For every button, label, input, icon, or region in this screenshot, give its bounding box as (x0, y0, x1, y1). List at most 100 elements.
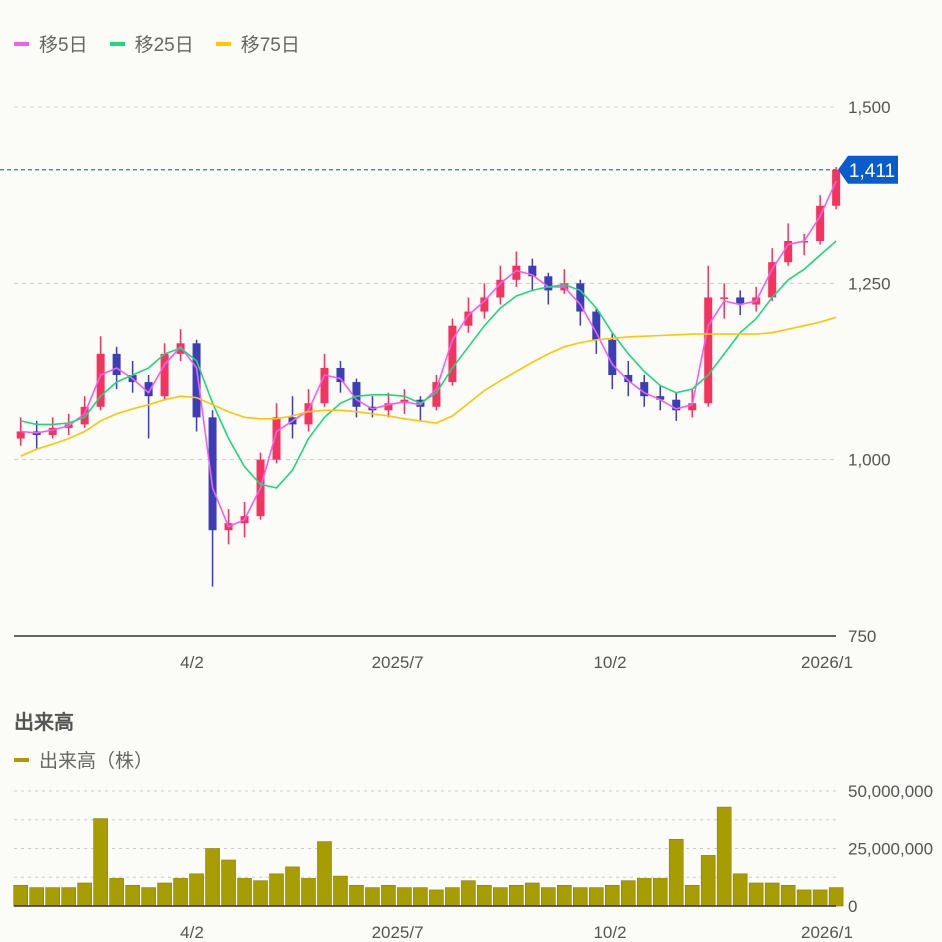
price-y-tick: 750 (848, 627, 876, 646)
candle-body (528, 265, 537, 277)
volume-bar (253, 880, 268, 907)
volume-bar (77, 882, 92, 907)
volume-bar (716, 806, 732, 907)
price-legend: 移5日 移25日 移75日 (14, 30, 300, 57)
candle-body (336, 367, 345, 383)
volume-bar (812, 889, 828, 907)
price-y-tick: 1,250 (848, 274, 891, 293)
volume-legend-swatch (14, 757, 29, 762)
candle-body (304, 403, 313, 425)
price-y-tick: 1,500 (848, 98, 891, 117)
candle-body (432, 382, 441, 407)
legend-label: 移5日 (39, 35, 88, 56)
volume-bar (397, 887, 412, 907)
volume-bar (748, 882, 764, 907)
volume-bar (205, 848, 220, 907)
volume-bar (381, 884, 396, 907)
price-y-tick: 1,000 (848, 451, 891, 470)
candle-body (640, 382, 649, 397)
volume-bar (173, 878, 188, 907)
legend-swatch-ma25 (109, 41, 125, 46)
volume-bar (45, 887, 60, 907)
candle-body (80, 406, 89, 425)
candle-body (384, 403, 393, 411)
candle-body (576, 283, 585, 312)
price-x-tick: 4/2 (180, 653, 204, 672)
volume-legend[interactable]: 出来高（株） (14, 746, 153, 773)
candle-body (608, 339, 617, 376)
legend-label: 移75日 (240, 35, 300, 56)
candle-body (448, 325, 457, 383)
volume-bar (700, 855, 716, 907)
candle-body (16, 431, 25, 439)
moving-average-line-ma5 (20, 180, 837, 528)
candle-body (592, 311, 601, 340)
volume-bar (684, 884, 700, 907)
legend-swatch-ma5 (14, 41, 29, 46)
legend-item-ma5[interactable]: 移5日 (14, 30, 88, 57)
volume-bar (477, 884, 492, 907)
volume-legend-label: 出来高（株） (39, 751, 154, 772)
volume-bar (269, 873, 284, 907)
volume-bar (93, 818, 108, 907)
candle-body (832, 169, 841, 206)
last-price-label: 1,411 (849, 161, 895, 182)
volume-y-tick: 25,000,000 (848, 840, 933, 859)
volume-x-tick: 2025/7 (372, 923, 424, 942)
legend-item-ma25[interactable]: 移25日 (109, 30, 194, 57)
volume-bar (764, 882, 780, 907)
price-x-tick: 2025/7 (372, 653, 424, 672)
last-price-badge (838, 155, 898, 184)
volume-bar (333, 875, 348, 907)
volume-bar (189, 873, 204, 907)
candle-body (352, 382, 361, 407)
candle-body (464, 311, 473, 326)
volume-bar (125, 884, 140, 907)
volume-bar (604, 884, 620, 907)
volume-bar (796, 889, 812, 907)
volume-bar (461, 880, 476, 907)
candle-body (208, 417, 217, 531)
moving-average-line-ma75 (20, 316, 837, 457)
volume-bar (429, 889, 444, 907)
volume-x-tick: 10/2 (593, 923, 626, 942)
volume-bar (828, 887, 844, 907)
legend-swatch-ma75 (215, 41, 231, 46)
volume-title: 出来高 (14, 712, 74, 734)
volume-bar (525, 882, 540, 907)
volume-bar (285, 866, 300, 907)
volume-y-tick: 0 (848, 897, 857, 916)
candle-body (704, 297, 713, 404)
candle-body (816, 205, 825, 242)
candle-body (784, 241, 793, 263)
volume-bar (29, 887, 44, 907)
candle-body (736, 297, 745, 305)
volume-bar (732, 873, 748, 907)
volume-bar (780, 884, 796, 907)
volume-bar (413, 887, 428, 907)
candle-body (160, 353, 169, 397)
volume-bar (61, 887, 76, 907)
legend-item-ma75[interactable]: 移75日 (215, 30, 300, 57)
volume-bar (445, 887, 460, 907)
candle-body (496, 279, 505, 298)
candle-body (512, 265, 521, 280)
candle-body (720, 297, 729, 299)
volume-bar (620, 880, 636, 907)
volume-bar (317, 841, 332, 907)
candle-body (144, 382, 153, 397)
candle-body (544, 276, 553, 291)
volume-bar (493, 887, 508, 907)
volume-bar (349, 884, 364, 907)
candle-body (656, 396, 665, 400)
volume-bar (668, 838, 684, 907)
volume-bar (636, 878, 652, 907)
candle-body (112, 353, 121, 376)
volume-bar (141, 887, 156, 907)
price-x-tick: 10/2 (593, 653, 626, 672)
candle-body (688, 403, 697, 411)
legend-label: 移25日 (134, 35, 194, 56)
candle-body (48, 427, 57, 435)
volume-bar (237, 878, 252, 907)
